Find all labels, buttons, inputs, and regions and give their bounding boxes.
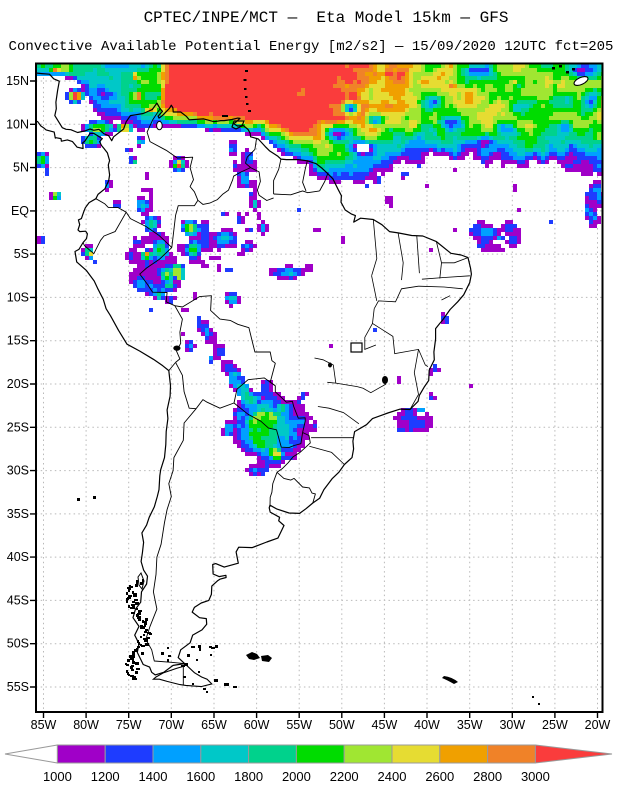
svg-text:30S: 30S (7, 464, 29, 478)
svg-text:EQ: EQ (11, 204, 29, 218)
svg-text:10N: 10N (6, 117, 29, 131)
svg-text:50S: 50S (7, 637, 29, 651)
svg-text:15S: 15S (7, 334, 29, 348)
svg-text:45W: 45W (372, 718, 398, 732)
svg-text:25W: 25W (542, 718, 568, 732)
svg-text:50W: 50W (329, 718, 355, 732)
svg-text:10S: 10S (7, 290, 29, 304)
svg-text:55S: 55S (7, 680, 29, 694)
svg-text:40S: 40S (7, 550, 29, 564)
svg-text:65W: 65W (201, 718, 227, 732)
svg-text:2600: 2600 (425, 769, 454, 784)
svg-text:70W: 70W (158, 718, 184, 732)
svg-text:2200: 2200 (330, 769, 359, 784)
svg-text:2400: 2400 (378, 769, 407, 784)
svg-text:20W: 20W (585, 718, 611, 732)
svg-text:2000: 2000 (282, 769, 311, 784)
svg-text:3000: 3000 (521, 769, 550, 784)
svg-text:5S: 5S (14, 247, 29, 261)
svg-text:80W: 80W (73, 718, 99, 732)
svg-text:55W: 55W (286, 718, 312, 732)
svg-text:30W: 30W (499, 718, 525, 732)
svg-text:1400: 1400 (139, 769, 168, 784)
svg-text:1200: 1200 (91, 769, 120, 784)
svg-text:75W: 75W (116, 718, 142, 732)
svg-text:35W: 35W (457, 718, 483, 732)
svg-text:1600: 1600 (186, 769, 215, 784)
svg-text:5N: 5N (13, 161, 29, 175)
svg-text:85W: 85W (31, 718, 57, 732)
svg-text:45S: 45S (7, 593, 29, 607)
svg-text:40W: 40W (414, 718, 440, 732)
svg-text:1800: 1800 (234, 769, 263, 784)
svg-text:2800: 2800 (473, 769, 502, 784)
svg-text:60W: 60W (244, 718, 270, 732)
svg-text:15N: 15N (6, 74, 29, 88)
svg-text:20S: 20S (7, 377, 29, 391)
svg-text:1000: 1000 (43, 769, 72, 784)
svg-text:35S: 35S (7, 507, 29, 521)
svg-text:25S: 25S (7, 420, 29, 434)
